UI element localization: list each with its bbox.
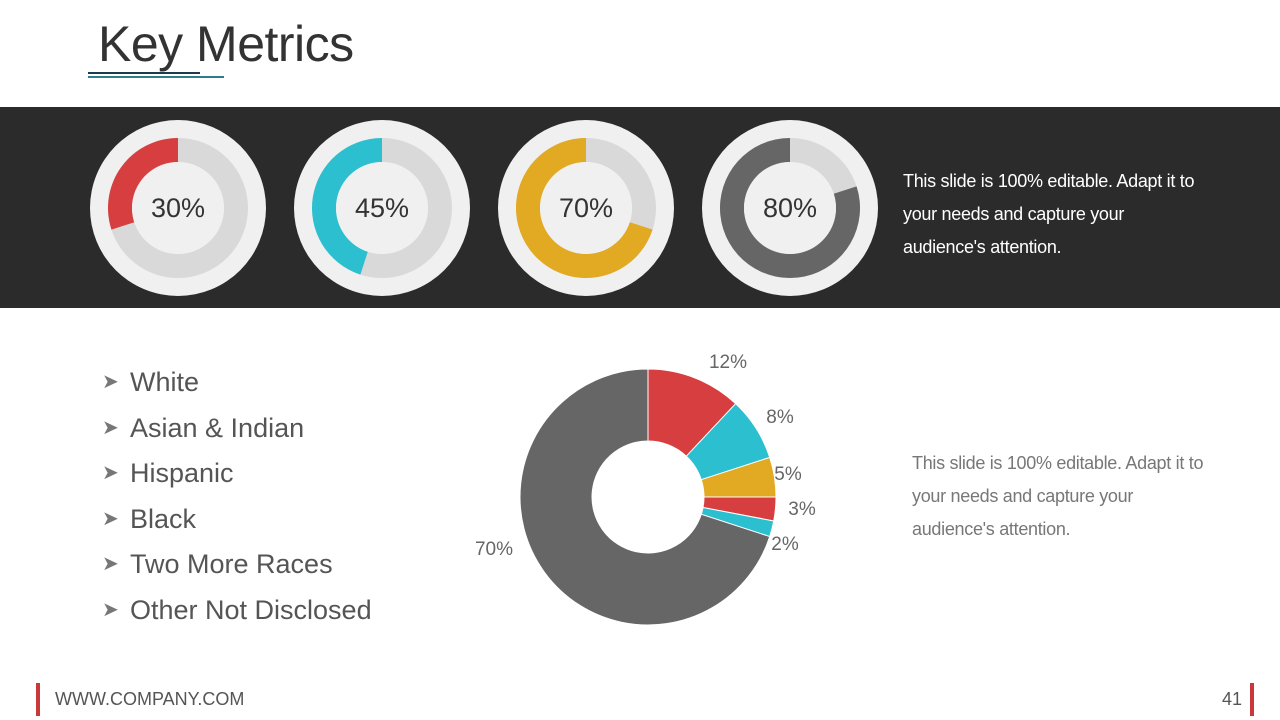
donut-slice-label: 8% [766,407,794,428]
gauge-4-ring [702,120,878,296]
gauge-inner-disc [132,162,224,254]
arrow-bullet-icon: ➤ [102,507,119,530]
list-item: ➤ Asian & Indian [102,406,372,452]
gauge-1-value: 30% [150,192,206,223]
list-item-label: Black [130,503,197,534]
gauge-4: 80% [702,120,878,296]
donut-slice-label: 70% [475,539,513,560]
footer-url: WWW.COMPANY.COM [55,689,245,709]
gauge-2-ring [294,120,470,296]
gauge-3-value: 70% [558,192,614,223]
arrow-bullet-icon: ➤ [102,371,119,393]
title-underline [88,72,224,78]
list-item-label: Hispanic [130,458,234,489]
gauge-inner-disc [336,162,428,254]
list-item: ➤ Two More Races [102,542,372,588]
category-list: ➤ White ➤ Asian & Indian ➤ Hispanic ➤ Black … [102,360,372,634]
donut-slice-label: 3% [788,499,816,520]
list-item: ➤ Other Not Disclosed [102,588,372,634]
title-underline-dark [88,72,200,74]
list-item-label: Other Not Disclosed [130,594,372,625]
donut-slice-label: 12% [709,352,747,373]
page-number: 41 [1221,689,1242,709]
donut-slice-label: 2% [771,534,799,555]
gauge-progress-arc [312,138,382,275]
gauge-inner-disc [540,162,632,254]
band-description: This slide is 100% editable. Adapt it to… [903,171,1195,257]
list-item-label: Asian & Indian [130,412,305,443]
gauge-inner-disc [744,162,836,254]
gauge-3-ring [498,120,674,296]
arrow-bullet-icon: ➤ [102,462,119,485]
gauge-2: 45% [294,120,470,296]
title-underline-teal [88,76,224,78]
gauge-progress-arc [516,138,653,278]
donut-slice [519,368,771,626]
gauge-progress-arc [108,138,178,230]
donut-chart: 12% 8% 5% 3% 2% 70% [475,352,816,626]
gauge-1: 30% [90,120,266,296]
list-item-label: White [130,367,200,397]
arrow-bullet-icon: ➤ [102,598,119,621]
gauge-2-value: 45% [354,192,410,223]
arrow-bullet-icon: ➤ [102,416,119,439]
arrow-bullet-icon: ➤ [102,553,119,576]
donut-slice-label: 5% [774,464,802,485]
footer-accent-right [1250,683,1254,716]
side-description: This slide is 100% editable. Adapt it to… [912,453,1204,539]
list-item: ➤ Black [102,497,372,543]
gauge-progress-arc [720,138,860,278]
page-title: Key Metrics [98,16,354,72]
list-item-label: Two More Races [130,549,333,580]
gauge-1-ring [90,120,266,296]
list-item: ➤ White [102,360,372,406]
gauge-4-value: 80% [762,192,818,223]
list-item: ➤ Hispanic [102,451,372,497]
footer-accent-left [36,683,40,716]
gauge-3: 70% [498,120,674,296]
metrics-band: 30% 45% 70% 80% This slide is 100% edita… [0,107,1280,308]
